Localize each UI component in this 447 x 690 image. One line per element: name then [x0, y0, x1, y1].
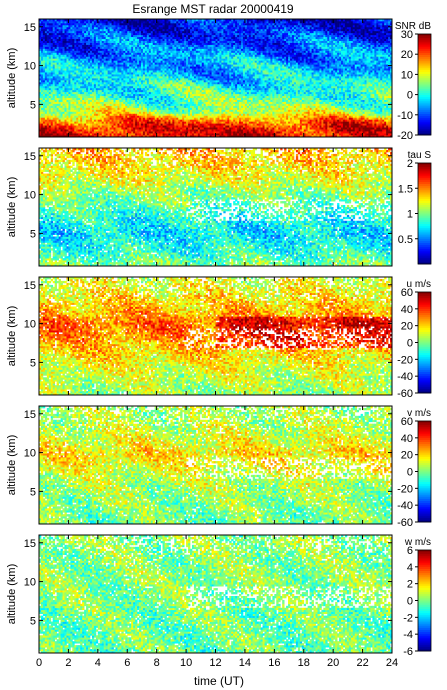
- heatmap-snr: [39, 19, 392, 137]
- chart-title: Esrange MST radar 20000419: [132, 2, 294, 16]
